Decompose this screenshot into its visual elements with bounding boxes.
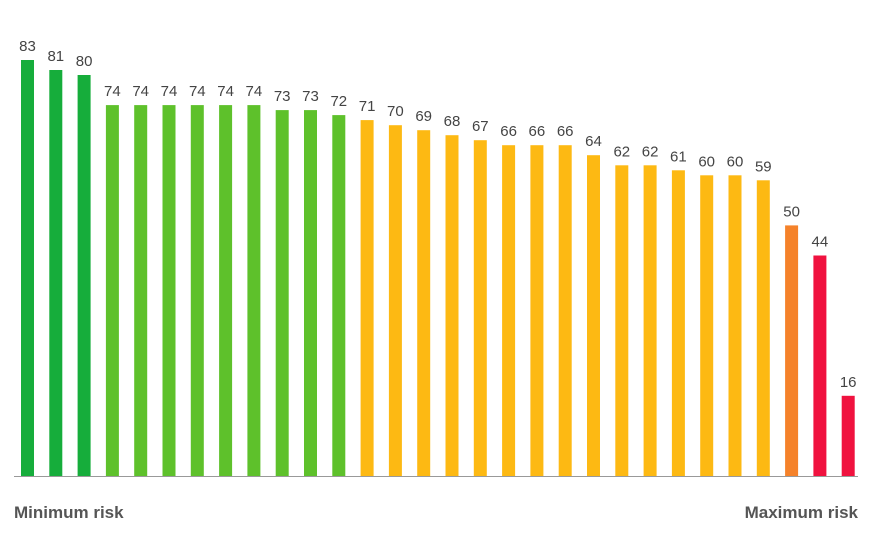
bar-22 bbox=[615, 165, 629, 477]
data-label-9: 74 bbox=[246, 83, 263, 100]
data-label-28: 50 bbox=[783, 203, 800, 220]
bar-20 bbox=[558, 145, 572, 476]
bar-23 bbox=[643, 165, 657, 477]
bar-11 bbox=[304, 110, 317, 476]
bar-7 bbox=[190, 105, 204, 476]
data-label-13: 71 bbox=[359, 98, 376, 115]
bar-21 bbox=[587, 155, 600, 476]
bar-13 bbox=[360, 120, 374, 476]
data-label-16: 68 bbox=[444, 113, 461, 130]
data-label-1: 83 bbox=[19, 38, 36, 55]
bar-30 bbox=[841, 395, 855, 476]
bar-12 bbox=[332, 115, 346, 476]
data-label-25: 60 bbox=[698, 153, 715, 170]
bar-4 bbox=[105, 105, 119, 476]
data-label-23: 62 bbox=[642, 143, 659, 160]
data-label-7: 74 bbox=[189, 83, 206, 100]
bar-25 bbox=[700, 175, 714, 477]
bar-3 bbox=[77, 75, 91, 476]
maximum-risk-label: Maximum risk bbox=[744, 503, 858, 522]
bar-8 bbox=[219, 105, 233, 476]
data-label-2: 81 bbox=[47, 48, 64, 65]
data-label-12: 72 bbox=[330, 93, 347, 110]
data-label-14: 70 bbox=[387, 103, 404, 120]
data-label-3: 80 bbox=[76, 53, 93, 70]
bar-28 bbox=[785, 225, 799, 476]
bar-14 bbox=[388, 125, 402, 476]
data-label-6: 74 bbox=[161, 83, 178, 100]
bar-17 bbox=[473, 140, 487, 476]
data-label-4: 74 bbox=[104, 83, 121, 100]
data-label-26: 60 bbox=[727, 153, 744, 170]
data-label-30: 16 bbox=[840, 374, 857, 391]
bar-9 bbox=[247, 105, 261, 476]
bars-group bbox=[21, 60, 855, 477]
bar-24 bbox=[671, 170, 685, 477]
bar-10 bbox=[275, 110, 289, 476]
bar-2 bbox=[49, 70, 63, 476]
data-label-27: 59 bbox=[755, 158, 772, 175]
bar-29 bbox=[813, 255, 827, 476]
bar-1 bbox=[21, 60, 34, 476]
bar-18 bbox=[502, 145, 516, 476]
data-label-18: 66 bbox=[500, 123, 517, 140]
bar-27 bbox=[756, 180, 770, 477]
data-label-29: 44 bbox=[812, 234, 829, 251]
data-label-10: 73 bbox=[274, 88, 291, 105]
data-label-5: 74 bbox=[132, 83, 149, 100]
data-label-17: 67 bbox=[472, 118, 489, 135]
data-label-21: 64 bbox=[585, 133, 602, 150]
bar-15 bbox=[417, 130, 431, 476]
bar-5 bbox=[134, 105, 148, 476]
bar-6 bbox=[162, 105, 176, 476]
bar-16 bbox=[445, 135, 459, 476]
data-label-20: 66 bbox=[557, 123, 574, 140]
data-label-19: 66 bbox=[529, 123, 546, 140]
data-label-24: 61 bbox=[670, 148, 687, 165]
data-label-8: 74 bbox=[217, 83, 234, 100]
data-label-15: 69 bbox=[415, 108, 432, 125]
data-label-22: 62 bbox=[613, 143, 630, 160]
minimum-risk-label: Minimum risk bbox=[14, 503, 124, 522]
bar-26 bbox=[728, 175, 742, 477]
data-label-11: 73 bbox=[302, 88, 319, 105]
data-labels-group: 83 81 80 74 74 74 74 74 74 73 73 72 71 70 69 68 67 66 66 66… bbox=[19, 38, 856, 391]
bar-19 bbox=[530, 145, 544, 476]
